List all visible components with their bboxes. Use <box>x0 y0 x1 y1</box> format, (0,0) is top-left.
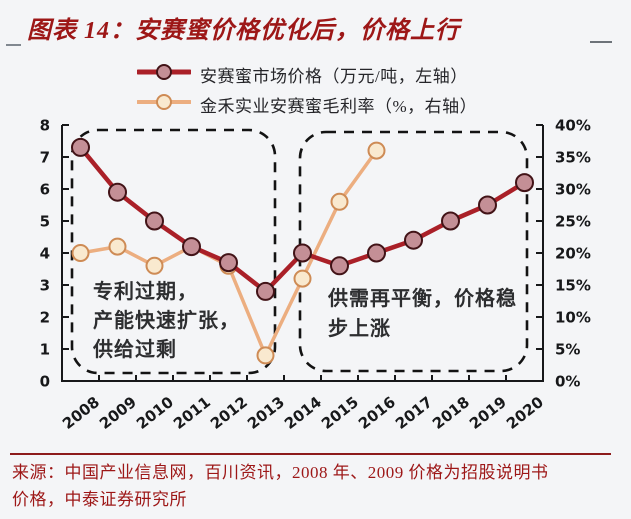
svg-text:1: 1 <box>40 341 50 359</box>
svg-text:10%: 10% <box>555 309 591 327</box>
axes: 87654321040%35%30%25%20%15%10%5%0%200820… <box>40 117 591 433</box>
annotation-rebalance: 供需再平衡，价格稳 步上涨 <box>328 284 517 344</box>
annotation-line: 专利过期， <box>93 281 198 303</box>
svg-text:30%: 30% <box>555 181 591 199</box>
svg-text:0%: 0% <box>555 373 580 391</box>
svg-text:35%: 35% <box>555 149 591 167</box>
annotation-line: 产能快速扩张， <box>93 310 240 332</box>
svg-text:40%: 40% <box>555 117 591 135</box>
border-fragment-left <box>6 44 21 46</box>
svg-text:2009: 2009 <box>96 393 140 433</box>
svg-text:2012: 2012 <box>207 393 251 433</box>
source-line: 价格，中泰证券研究所 <box>12 490 187 509</box>
source-note: 来源：中国产业信息网，百川资讯，2008 年、2009 价格为招股说明书 价格，… <box>12 459 622 513</box>
annotation-line: 供需再平衡，价格稳 <box>328 288 517 310</box>
source-line: 来源：中国产业信息网，百川资讯，2008 年、2009 价格为招股说明书 <box>12 463 549 482</box>
legend-item-price: 安赛蜜市场价格（万元/吨，左轴） <box>135 59 477 89</box>
svg-text:25%: 25% <box>555 213 591 231</box>
svg-text:0: 0 <box>40 373 50 391</box>
svg-text:2014: 2014 <box>281 393 325 433</box>
svg-text:5%: 5% <box>555 341 580 359</box>
svg-text:4: 4 <box>40 245 50 263</box>
legend-label-margin: 金禾实业安赛蜜毛利率（%，右轴） <box>200 96 478 116</box>
svg-text:2016: 2016 <box>355 393 399 433</box>
svg-text:2011: 2011 <box>170 393 214 433</box>
svg-text:6: 6 <box>40 181 50 199</box>
chart-legend: 安赛蜜市场价格（万元/吨，左轴） 金禾实业安赛蜜毛利率（%，右轴） <box>135 59 478 119</box>
svg-text:15%: 15% <box>555 277 591 295</box>
annotation-line: 步上涨 <box>328 318 391 340</box>
margin-series-marker-icon <box>136 93 192 116</box>
svg-text:20%: 20% <box>555 245 591 263</box>
annotation-oversupply: 专利过期， 产能快速扩张， 供给过剩 <box>93 278 240 365</box>
svg-text:7: 7 <box>40 149 50 167</box>
svg-text:2010: 2010 <box>133 393 177 433</box>
svg-text:5: 5 <box>40 213 50 231</box>
figure-title: 图表 14：安赛蜜价格优化后，价格上行 <box>27 18 460 44</box>
svg-text:3: 3 <box>40 277 50 295</box>
svg-text:2020: 2020 <box>503 393 547 433</box>
svg-text:2013: 2013 <box>244 393 288 433</box>
series-price-line <box>71 137 534 301</box>
border-fragment-right <box>590 41 612 43</box>
svg-text:2018: 2018 <box>429 393 473 433</box>
svg-text:8: 8 <box>40 117 50 135</box>
svg-text:2008: 2008 <box>59 393 103 433</box>
annotation-line: 供给过剩 <box>93 339 177 361</box>
svg-text:2019: 2019 <box>466 393 510 433</box>
svg-text:2017: 2017 <box>392 393 436 433</box>
legend-item-margin: 金禾实业安赛蜜毛利率（%，右轴） <box>136 89 478 119</box>
legend-label-price: 安赛蜜市场价格（万元/吨，左轴） <box>200 66 468 86</box>
svg-text:2015: 2015 <box>318 393 362 433</box>
price-series-marker-icon <box>135 63 193 86</box>
svg-text:2: 2 <box>40 309 50 327</box>
source-divider <box>10 453 611 455</box>
